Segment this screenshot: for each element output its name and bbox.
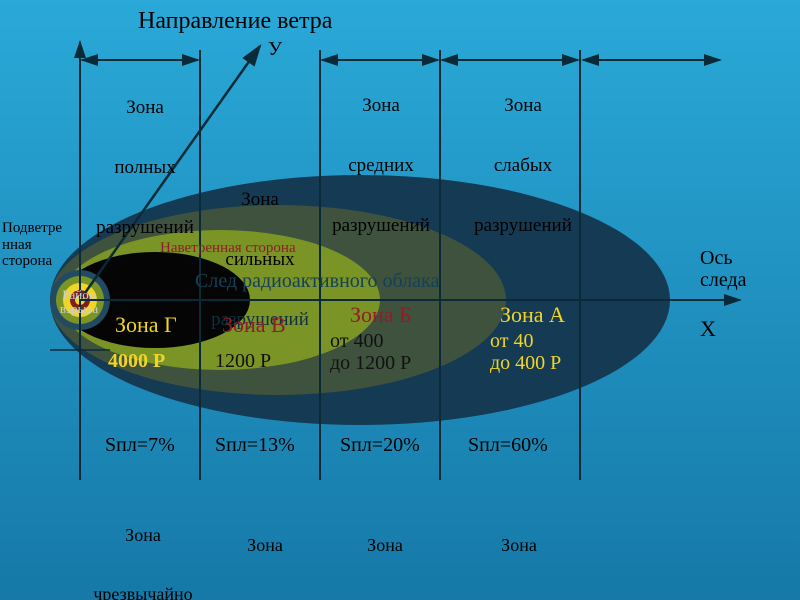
zone-b-bottom: Зона сильного заражения <box>330 496 440 600</box>
col-medium-l1: Зона <box>326 96 436 116</box>
zone-v-b2: опасного <box>210 595 320 600</box>
zone-b-b1: Зона <box>330 536 440 556</box>
zone-g-name: Зона Г <box>115 312 177 338</box>
leeward-label: Подветре нная сторона <box>2 220 62 270</box>
axis-x-label: Х <box>700 316 716 342</box>
col-weak-l3: разрушений <box>468 216 578 236</box>
zone-g-bottom: Зона чрезвычайно опасного заражения <box>73 486 213 600</box>
windward-label: Наветренная сторона <box>160 240 296 257</box>
zone-v-spl: Sпл=13% <box>215 434 295 457</box>
col-full-l3: разрушений <box>95 218 195 238</box>
col-full-l1: Зона <box>95 98 195 118</box>
zone-g-value: 4000 Р <box>108 350 165 373</box>
zone-g-spl: Sпл=7% <box>105 434 175 457</box>
zone-a-b2: умеренного <box>454 595 584 600</box>
col-full: Зона полных разрушений <box>95 58 195 257</box>
zone-b-spl: Sпл=20% <box>340 434 420 457</box>
col-strong-l1: Зона <box>200 190 320 210</box>
zone-b-value: от 400 до 1200 Р <box>330 330 411 374</box>
zone-g-b1: Зона <box>73 526 213 546</box>
axis-y-label: У <box>268 38 282 61</box>
zone-a-name: Зона А <box>500 302 565 328</box>
explosion-area-label: Район взрыва <box>42 288 116 315</box>
col-weak: Зона слабых разрушений <box>468 56 578 255</box>
zone-v-value: 1200 Р <box>215 350 271 373</box>
col-medium-l2: средних <box>326 156 436 176</box>
zone-v-b1: Зона <box>210 536 320 556</box>
cloud-trace-label: След радиоактивного облака <box>195 270 439 293</box>
col-weak-l1: Зона <box>468 96 578 116</box>
zone-v-name: Зона В <box>222 312 286 338</box>
zone-a-bottom: Зона умеренного заражения <box>454 496 584 600</box>
zone-a-b1: Зона <box>454 536 584 556</box>
zone-v-bottom: Зона опасного заражения <box>210 496 320 600</box>
zone-a-value: от 40 до 400 Р <box>490 330 561 374</box>
zone-g-b2: чрезвычайно <box>73 585 213 600</box>
col-weak-l2: слабых <box>468 156 578 176</box>
col-medium: Зона средних разрушений <box>326 56 436 255</box>
col-medium-l3: разрушений <box>326 216 436 236</box>
axis-trace-label: Ось следа <box>700 247 747 291</box>
wind-direction-title: Направление ветра <box>138 8 332 35</box>
zone-b-name: Зона Б <box>350 302 412 328</box>
col-full-l2: полных <box>95 158 195 178</box>
zone-b-b2: сильного <box>330 595 440 600</box>
zone-a-spl: Sпл=60% <box>468 434 548 457</box>
